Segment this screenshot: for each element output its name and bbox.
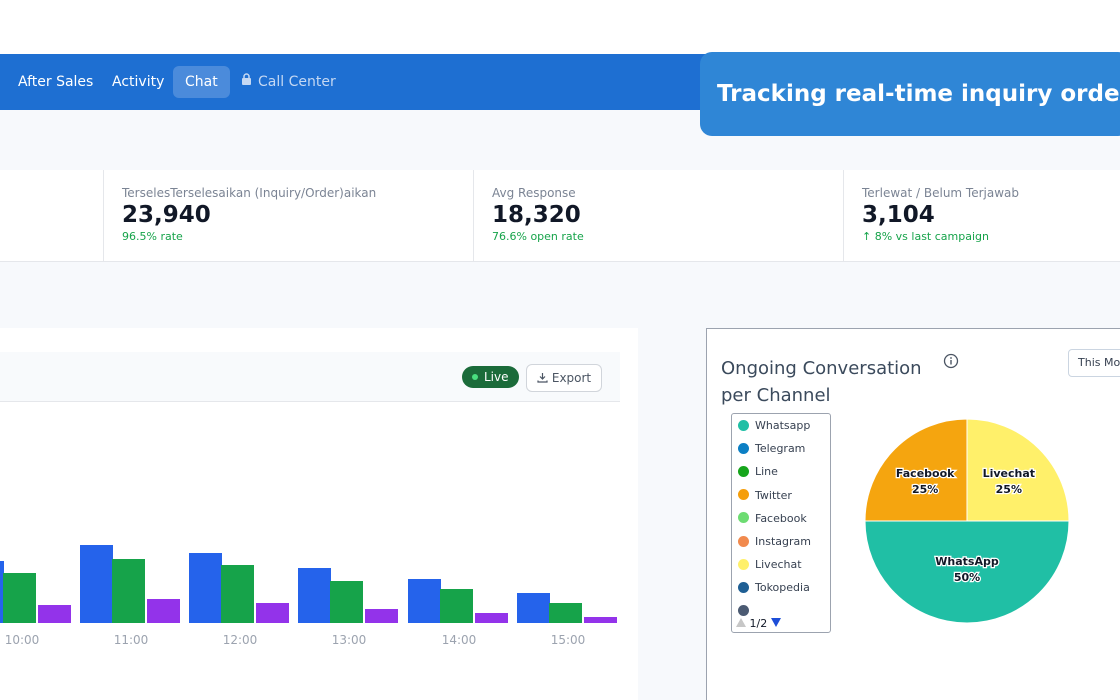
- activity-chart-card: Live Export 10:00 11:00 12:00 13:00 14:00 15:…: [0, 328, 638, 700]
- conversation-channel-card: Ongoing Conversation per Channel This Mo…: [706, 328, 1120, 700]
- legend-item[interactable]: Instagram: [738, 534, 811, 550]
- legend-item[interactable]: Livechat: [738, 557, 802, 573]
- bar: [38, 605, 71, 623]
- pie-slice[interactable]: [966, 418, 1070, 522]
- legend-item-overflow: [738, 604, 755, 617]
- legend-label: Livechat: [755, 558, 802, 572]
- bar: [256, 603, 289, 623]
- legend-item[interactable]: Line: [738, 464, 778, 480]
- bar: [330, 581, 363, 623]
- pie-slice-label: Facebook: [896, 467, 955, 480]
- nav-item-call-center-label: Call Center: [258, 74, 336, 90]
- bar: [584, 617, 617, 623]
- x-tick-label: 11:00: [114, 633, 149, 647]
- bar: [147, 599, 180, 623]
- bar: [0, 561, 4, 623]
- legend-item[interactable]: Facebook: [738, 511, 807, 527]
- card-title: Ongoing Conversation per Channel: [721, 358, 922, 406]
- legend-prev-icon[interactable]: [736, 617, 746, 630]
- legend-color-swatch: [738, 581, 749, 593]
- legend-color-swatch: [738, 465, 749, 477]
- nav-item-call-center[interactable]: Call Center: [241, 66, 336, 98]
- bar: [475, 613, 508, 623]
- legend-page-indicator: 1/2: [749, 617, 768, 630]
- bar: [80, 545, 113, 623]
- export-button[interactable]: Export: [526, 364, 602, 392]
- x-tick-label: 14:00: [442, 633, 477, 647]
- bar: [221, 565, 254, 623]
- bar: [189, 553, 222, 623]
- bar: [365, 609, 398, 623]
- stat-value: 3,104: [862, 202, 935, 228]
- pie-slice[interactable]: [864, 418, 968, 522]
- stat-value: 23,940: [122, 202, 211, 228]
- pie-slice-value: 25%: [912, 483, 938, 496]
- legend-color-swatch: [738, 489, 749, 501]
- bar: [112, 559, 145, 623]
- stat-card-resolved: TerselesTerselesaikan (Inquiry/Order)aik…: [103, 170, 473, 262]
- pie-slice[interactable]: [864, 520, 1070, 624]
- legend-label: Whatsapp: [755, 419, 811, 432]
- bar: [517, 593, 550, 623]
- pie-legend: Whatsapp Telegram Line Twitter Facebook Insta…: [731, 413, 831, 633]
- bar: [549, 603, 582, 623]
- period-select-button[interactable]: This Month: [1068, 349, 1120, 377]
- pie-slice-label: Livechat: [983, 467, 1035, 480]
- legend-label: Twitter: [755, 488, 792, 502]
- bar: [3, 573, 36, 623]
- stats-row: TerselesTerselesaikan (Inquiry/Order)aik…: [0, 170, 1120, 262]
- legend-label: Facebook: [755, 511, 807, 525]
- live-badge: Live: [462, 366, 519, 388]
- export-label: Export: [551, 371, 592, 385]
- live-dot-icon: [472, 373, 478, 380]
- legend-color-swatch: [738, 535, 749, 547]
- channel-pie-chart: WhatsApp 50% Facebook 25% Livechat 25%: [864, 418, 1070, 624]
- nav-item-activity[interactable]: Activity: [112, 74, 165, 90]
- live-label: Live: [484, 370, 509, 384]
- pie-slice-value: 25%: [996, 483, 1022, 496]
- legend-color-swatch: [738, 442, 749, 454]
- nav-item-after-sales[interactable]: After Sales: [18, 74, 94, 90]
- legend-color-swatch: [738, 558, 749, 570]
- legend-pager: 1/2: [736, 617, 781, 630]
- stat-card-missed: Terlewat / Belum Terjawab 3,104 ↑ 8% vs …: [843, 170, 1120, 262]
- legend-label: Tokopedia: [755, 581, 810, 595]
- legend-label: Telegram: [755, 442, 806, 456]
- legend-color-swatch: [738, 419, 749, 431]
- pie-slice-value: 50%: [954, 571, 980, 584]
- stat-value: 18,320: [492, 202, 581, 228]
- chart-header: Live Export: [0, 352, 620, 402]
- stat-subtext: 96.5% rate: [122, 230, 183, 243]
- legend-label: Instagram: [755, 535, 811, 548]
- stat-subtext: 76.6% open rate: [492, 230, 584, 243]
- nav-item-chat[interactable]: Chat: [173, 66, 230, 98]
- legend-item[interactable]: Twitter: [738, 488, 792, 504]
- activity-bar-chart: 10:00 11:00 12:00 13:00 14:00 15:00: [0, 545, 617, 647]
- x-tick-label: 12:00: [223, 633, 258, 647]
- x-tick-label: 13:00: [332, 633, 367, 647]
- legend-item[interactable]: Tokopedia: [738, 580, 810, 596]
- x-tick-label: 15:00: [551, 633, 586, 647]
- bar: [408, 579, 441, 623]
- legend-color-swatch: [738, 512, 749, 524]
- download-icon: [537, 373, 548, 383]
- legend-item[interactable]: Telegram: [738, 441, 805, 457]
- stat-label: Avg Response: [492, 186, 576, 200]
- feature-callout: Tracking real-time inquiry order: [700, 52, 1120, 136]
- stat-label: TerselesTerselesaikan (Inquiry/Order)aik…: [122, 186, 377, 200]
- legend-item[interactable]: Whatsapp: [738, 418, 810, 434]
- x-tick-label: 10:00: [5, 633, 40, 647]
- legend-label: Line: [755, 465, 778, 479]
- stat-card-avg-response: Avg Response 18,320 76.6% open rate: [473, 170, 843, 262]
- legend-next-icon[interactable]: [770, 617, 781, 630]
- bar: [298, 568, 331, 623]
- stat-subtext: ↑ 8% vs last campaign: [862, 230, 989, 243]
- stat-label: Terlewat / Belum Terjawab: [862, 186, 1020, 200]
- top-bar: [0, 0, 1120, 54]
- info-icon[interactable]: [943, 353, 959, 374]
- lock-icon: [241, 65, 252, 97]
- pie-slice-label: WhatsApp: [935, 555, 999, 568]
- bar: [440, 589, 473, 623]
